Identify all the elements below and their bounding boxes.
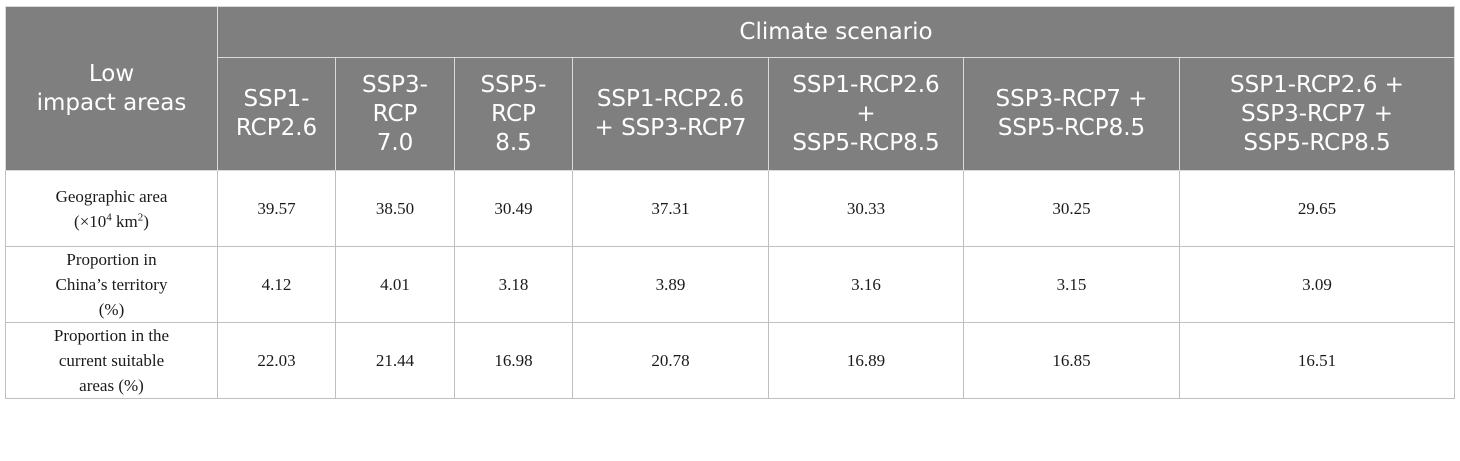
table-cell: 4.12 [217,246,336,323]
table-cell: 30.25 [963,170,1180,247]
column-header: SSP3-RCP7 + SSP5-RCP8.5 [963,57,1180,171]
row-label: Geographic area (×104 km2) [5,170,218,247]
label-exponent: 2 [137,210,144,223]
table-cell: 3.18 [454,246,573,323]
header-row-scenarios: SSP1- RCP2.6 SSP3- RCP 7.0 SSP5- RCP 8.5… [6,57,1456,171]
table-cell: 39.57 [217,170,336,247]
table-cell: 3.15 [963,246,1180,323]
column-header: SSP1-RCP2.6 + SSP3-RCP7 [572,57,769,171]
label-exponent: 4 [106,210,112,223]
table-cell: 16.51 [1178,322,1456,399]
table-cell: 3.89 [572,246,769,323]
label-suffix: ) [143,211,149,231]
row-label: Proportion in China’s territory (%) [5,246,218,323]
table-cell: 37.31 [572,170,769,247]
row-label: Proportion in the current suitable areas… [5,322,218,399]
column-header: SSP1-RCP2.6 + SSP3-RCP7 + SSP5-RCP8.5 [1178,57,1456,171]
header-row-top: Low impact areas Climate scenario [5,6,1456,171]
table-cell: 3.16 [768,246,964,323]
column-header: SSP1- RCP2.6 [217,57,336,171]
table-cell: 38.50 [335,170,455,247]
row-label-header: Low impact areas [5,6,218,171]
label-prefix: (×10 [74,211,107,231]
scenario-table: Low impact areas Climate scenario SSP1- … [5,6,1456,399]
label-unit: km [111,211,138,231]
table-cell: 3.09 [1178,246,1456,323]
table-cell: 30.33 [768,170,964,247]
table-row: Proportion in China’s territory (%) 4.12… [5,246,1456,323]
table-cell: 4.01 [335,246,455,323]
climate-scenario-header: Climate scenario [216,6,1456,58]
table-row: Geographic area (×104 km2) 39.57 38.50 3… [5,170,1456,247]
table-cell: 20.78 [572,322,769,399]
table-cell: 30.49 [454,170,573,247]
column-header: SSP5- RCP 8.5 [454,57,573,171]
table-cell: 16.98 [454,322,573,399]
table-cell: 29.65 [1178,170,1456,247]
table-cell: 22.03 [217,322,336,399]
table-cell: 21.44 [335,322,455,399]
column-header: SSP3- RCP 7.0 [335,57,455,171]
column-header: SSP1-RCP2.6 + SSP5-RCP8.5 [768,57,964,171]
table-row: Proportion in the current suitable areas… [5,322,1456,399]
table-cell: 16.85 [963,322,1180,399]
row-label-line: Geographic area [55,186,168,206]
table-cell: 16.89 [768,322,964,399]
